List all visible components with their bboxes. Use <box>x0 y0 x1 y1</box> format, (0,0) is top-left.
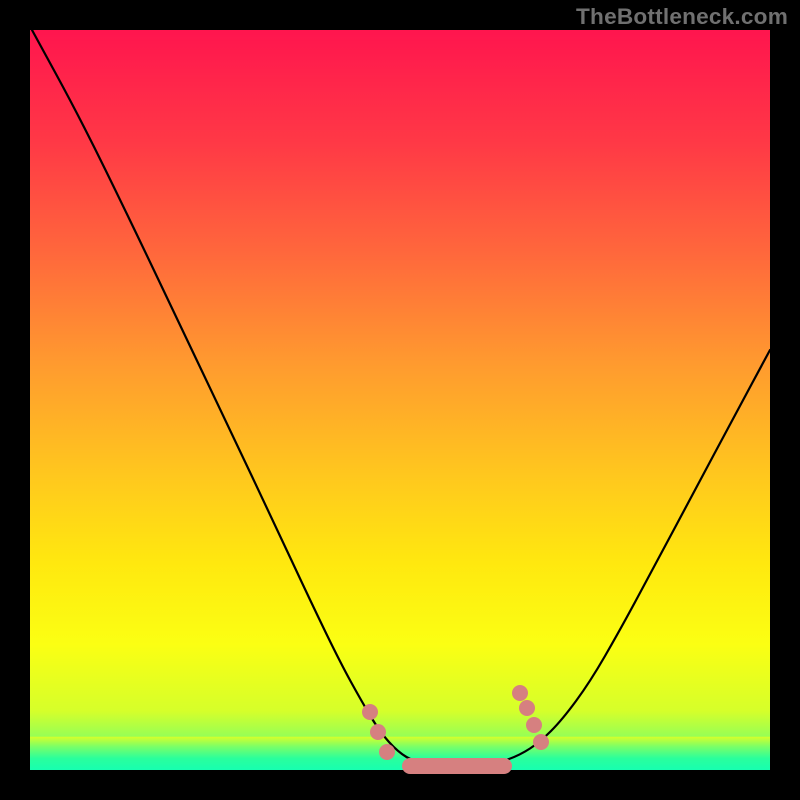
data-marker <box>512 685 528 701</box>
gradient-background <box>30 30 770 770</box>
data-marker <box>362 704 378 720</box>
chart-container: TheBottleneck.com <box>0 0 800 800</box>
data-marker <box>379 744 395 760</box>
trough-marker <box>402 758 512 774</box>
data-marker <box>533 734 549 750</box>
bottleneck-plot <box>0 0 800 800</box>
data-marker <box>526 717 542 733</box>
data-marker <box>370 724 386 740</box>
data-marker <box>519 700 535 716</box>
watermark-text: TheBottleneck.com <box>576 4 788 30</box>
